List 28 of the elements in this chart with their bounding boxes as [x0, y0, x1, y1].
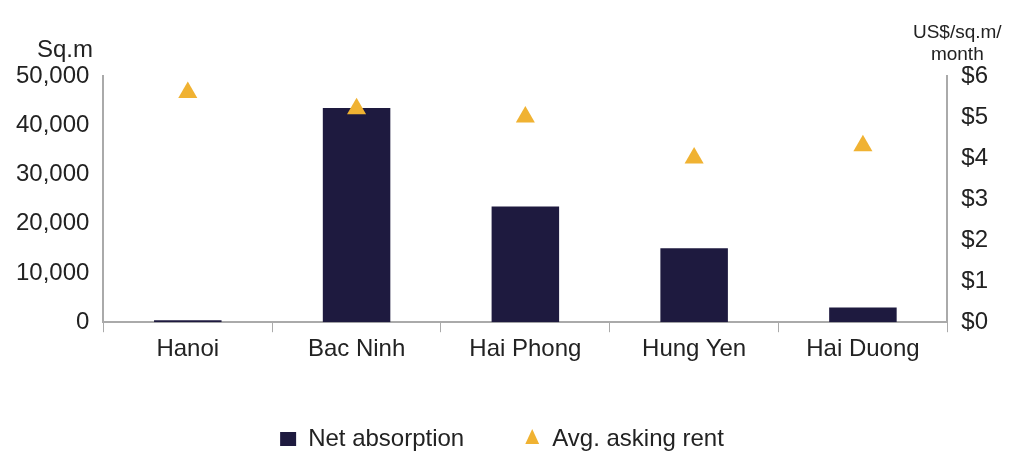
y-tick-label: 10,000 — [16, 257, 90, 285]
y2-tick-label: $0 — [961, 306, 989, 334]
point — [684, 147, 704, 164]
y2-tick-label: $5 — [961, 101, 989, 129]
y2-tick-label: $4 — [961, 142, 989, 170]
bar — [660, 248, 728, 323]
y-tick-label: 40,000 — [16, 109, 90, 137]
y2-tick-label: $3 — [961, 183, 989, 211]
x-tick-label: Hai Duong — [806, 334, 920, 362]
y-axis-title: Sq.m — [36, 34, 94, 62]
x-tick-label: Bac Ninh — [307, 334, 406, 362]
legend-label: Avg. asking rent — [552, 423, 725, 451]
point — [178, 81, 198, 98]
x-tick-label: Hanoi — [156, 334, 220, 362]
point — [515, 106, 535, 123]
legend-label: Net absorption — [308, 423, 465, 451]
bar — [491, 206, 560, 323]
point — [853, 134, 873, 152]
bar — [322, 108, 391, 323]
y-tick-label: 30,000 — [16, 159, 90, 187]
y2-tick-label: $2 — [961, 224, 989, 252]
y-tick-label: 20,000 — [16, 208, 90, 236]
point — [347, 97, 367, 115]
x-tick-label: Hung Yen — [642, 334, 747, 362]
y-tick-label: 0 — [76, 306, 90, 334]
x-tick-label: Hai Phong — [469, 334, 582, 362]
bar — [829, 307, 897, 323]
y2-tick-label: $1 — [961, 265, 989, 293]
